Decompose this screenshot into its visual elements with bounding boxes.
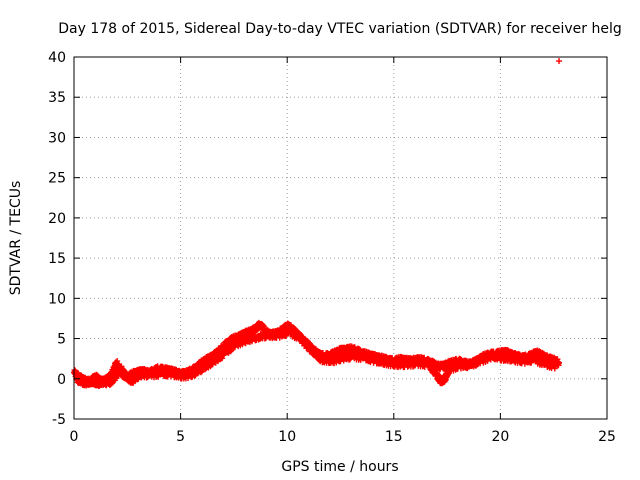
y-tick-label: 30 [48,130,66,146]
x-tick-label: 25 [598,429,616,445]
y-tick-label: 15 [48,251,66,267]
data-point [556,58,563,65]
y-tick-label: 10 [48,291,66,307]
data-point [552,362,559,369]
x-tick-label: 0 [70,429,79,445]
y-tick-label: 40 [48,50,66,66]
data-points [71,58,563,389]
x-tick-label: 20 [491,429,509,445]
y-tick-label: 0 [57,372,66,388]
y-tick-label: -5 [52,412,66,428]
chart-title: Day 178 of 2015, Sidereal Day-to-day VTE… [58,21,621,37]
y-axis-label: SDTVAR / TECUs [8,181,24,296]
data-point [231,344,238,351]
x-axis-label: GPS time / hours [281,459,398,475]
data-point [430,365,437,372]
data-point [202,366,209,373]
data-point [304,341,311,348]
y-tick-label: 25 [48,171,66,187]
x-tick-label: 15 [385,429,403,445]
y-tick-label: 35 [48,90,66,106]
y-tick-label: 5 [57,332,66,348]
grid-layer [74,57,607,419]
y-tick-label: 20 [48,211,66,227]
plot-frame [73,56,608,420]
data-point [227,348,234,355]
data-point [556,359,563,366]
data-point [314,349,321,356]
x-tick-label: 10 [278,429,296,445]
x-tick-label: 5 [176,429,185,445]
